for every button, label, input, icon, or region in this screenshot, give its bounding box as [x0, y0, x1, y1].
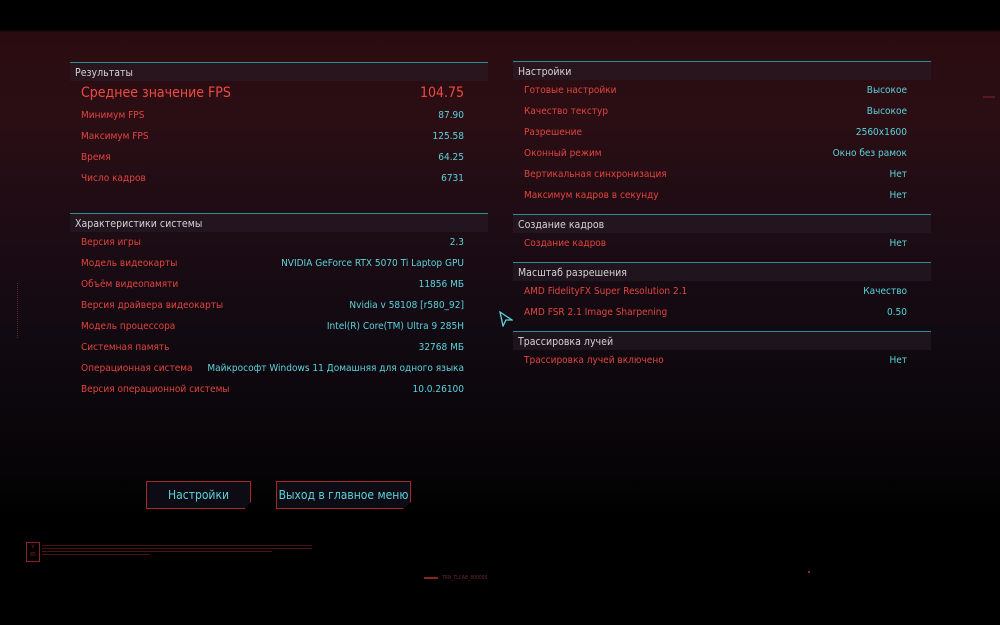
row-label: Версия драйвера видеокарты [81, 300, 224, 311]
scaling-header: Масштаб разрешения [513, 263, 931, 281]
setting-row: Объём видеопамяти 11856 МБ [70, 274, 488, 295]
row-label: Версия операционной системы [81, 384, 230, 395]
row-value: 87.90 [438, 110, 464, 121]
avg-fps-row: Среднее значение FPS 104.75 [70, 81, 488, 105]
side-decoration [983, 96, 995, 98]
row-label: Разрешение [524, 127, 583, 138]
row-value: 10.0.26100 [412, 384, 465, 395]
row-label: Модель видеокарты [81, 258, 178, 269]
row-value: Нет [889, 238, 907, 249]
row-label: Число кадров [81, 173, 146, 184]
setting-row: Операционная система Майкрософт Windows 1… [70, 358, 488, 379]
avg-fps-label: Среднее значение FPS [81, 85, 231, 101]
setting-row: Версия драйвера видеокарты Nvidia v 58108… [70, 295, 488, 316]
row-value: NVIDIA GeForce RTX 5070 Ti Laptop GPU [281, 258, 464, 269]
row-label: Модель процессора [81, 321, 176, 332]
row-value: Майкрософт Windows 11 Домашняя для одног… [207, 363, 464, 374]
row-label: Оконный режим [524, 148, 602, 159]
row-value: Intel(R) Core(TM) Ultra 9 285H [326, 321, 464, 332]
setting-row: Оконный режим Окно без рамок [513, 143, 931, 164]
row-label: Максимум кадров в секунду [524, 190, 659, 201]
age-rating-logo: V 85 [26, 542, 40, 562]
row-value: 64.25 [438, 152, 464, 163]
setting-row: Время 64.25 [70, 147, 488, 168]
row-label: Максимум FPS [81, 131, 149, 142]
raytracing-header: Трассировка лучей [513, 332, 931, 350]
setting-row: AMD FSR 2.1 Image Sharpening 0.50 [513, 302, 931, 323]
setting-row: Готовые настройки Высокое [513, 80, 931, 101]
setting-row: Модель видеокарты NVIDIA GeForce RTX 5070… [70, 253, 488, 274]
row-value: Nvidia v 58108 [r580_92] [349, 300, 464, 311]
avg-fps-value: 104.75 [419, 85, 464, 101]
settings-header: Настройки [513, 62, 931, 80]
setting-row: Системная память 32768 МБ [70, 337, 488, 358]
divider [513, 331, 931, 332]
row-value: Нет [889, 355, 907, 366]
row-value: Нет [889, 190, 907, 201]
row-value: 0.50 [886, 307, 907, 318]
row-label: Качество текстур [524, 106, 609, 117]
exit-main-menu-button[interactable]: Выход в главное меню [276, 481, 411, 509]
setting-row: Максимум FPS 125.58 [70, 126, 488, 147]
setting-row: Разрешение 2560x1600 [513, 122, 931, 143]
row-value: Высокое [866, 106, 907, 117]
system-header: Характеристики системы [70, 214, 488, 232]
row-value: Нет [889, 169, 907, 180]
row-value: 11856 МБ [418, 279, 464, 290]
build-code: TRN_TLCAB_800095 [442, 575, 488, 581]
setting-row: AMD FidelityFX Super Resolution 2.1 Качес… [513, 281, 931, 302]
setting-row: Число кадров 6731 [70, 168, 488, 189]
results-panel: Результаты Среднее значение FPS 104.75 М… [70, 62, 488, 400]
row-label: Вертикальная синхронизация [524, 169, 667, 180]
setting-row: Трассировка лучей включено Нет [513, 350, 931, 371]
divider [513, 214, 931, 215]
setting-row: Качество текстур Высокое [513, 101, 931, 122]
divider [513, 262, 931, 263]
setting-row: Версия игры 2.3 [70, 232, 488, 253]
setting-row: Модель процессора Intel(R) Core(TM) Ultra… [70, 316, 488, 337]
row-value: 125.58 [432, 131, 464, 142]
row-label: Трассировка лучей включено [524, 355, 664, 366]
setting-row: Вертикальная синхронизация Нет [513, 164, 931, 185]
row-label: Время [81, 152, 111, 163]
results-header: Результаты [70, 63, 488, 81]
cursor-icon [499, 310, 515, 331]
divider [70, 213, 488, 214]
row-label: Создание кадров [524, 238, 607, 249]
row-value: 2560x1600 [855, 127, 907, 138]
settings-button[interactable]: Настройки [146, 481, 251, 509]
setting-row: Максимум кадров в секунду Нет [513, 185, 931, 206]
row-label: AMD FidelityFX Super Resolution 2.1 [524, 286, 688, 297]
divider [513, 61, 931, 62]
side-decoration [17, 283, 21, 338]
settings-panel: Настройки Готовые настройки Высокое Качест… [513, 61, 931, 371]
setting-row: Версия операционной системы 10.0.26100 [70, 379, 488, 400]
row-label: Версия игры [81, 237, 141, 248]
divider [70, 62, 488, 63]
legal-text [42, 545, 312, 557]
decoration-dot [808, 571, 810, 573]
row-value: Качество [863, 286, 907, 297]
row-label: Готовые настройки [524, 85, 617, 96]
frame-gen-header: Создание кадров [513, 215, 931, 233]
row-label: Системная память [81, 342, 170, 353]
row-label: Объём видеопамяти [81, 279, 179, 290]
row-label: Минимум FPS [81, 110, 145, 121]
row-value: Высокое [866, 85, 907, 96]
row-value: 6731 [441, 173, 464, 184]
row-value: 32768 МБ [418, 342, 464, 353]
code-bar-icon [424, 577, 438, 579]
setting-row: Минимум FPS 87.90 [70, 105, 488, 126]
setting-row: Создание кадров Нет [513, 233, 931, 254]
row-label: AMD FSR 2.1 Image Sharpening [524, 307, 668, 318]
row-label: Операционная система [81, 363, 193, 374]
row-value: Окно без рамок [832, 148, 907, 159]
row-value: 2.3 [449, 237, 464, 248]
